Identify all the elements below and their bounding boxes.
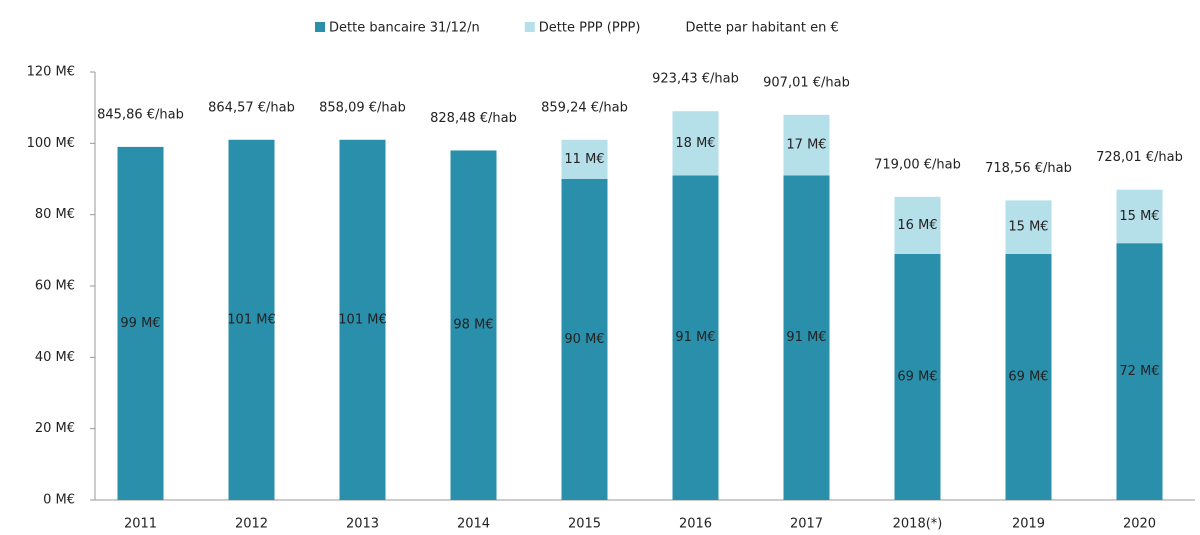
value-label: 69 M€ — [897, 369, 937, 384]
y-tick-label: 120 M€ — [27, 65, 75, 80]
legend-label: Dette PPP (PPP) — [539, 21, 641, 36]
bar-segment — [561, 139, 608, 179]
value-label: 98 M€ — [453, 318, 493, 333]
per-capita-label: 828,48 €/hab — [430, 111, 517, 126]
x-tick-label: 2018(*) — [893, 517, 943, 532]
bar-segment — [783, 114, 830, 176]
value-label: 90 M€ — [564, 332, 604, 347]
legend-swatch — [524, 22, 535, 32]
x-tick-label: 2013 — [346, 517, 379, 532]
value-label: 72 M€ — [1119, 364, 1159, 379]
bar-segment — [450, 150, 497, 500]
bar-segment — [339, 139, 386, 500]
y-tick-label: 0 M€ — [43, 493, 75, 508]
per-capita-label: 859,24 €/hab — [541, 100, 628, 115]
bar-segment — [672, 175, 719, 500]
per-capita-label: 719,00 €/hab — [874, 157, 961, 172]
x-tick-label: 2019 — [1012, 517, 1045, 532]
x-tick-label: 2020 — [1123, 517, 1156, 532]
value-label: 15 M€ — [1119, 209, 1159, 224]
value-label: 11 M€ — [564, 152, 604, 167]
y-tick-label: 100 M€ — [27, 136, 75, 151]
x-tick-label: 2012 — [235, 517, 268, 532]
x-tick-label: 2014 — [457, 517, 490, 532]
value-label: 18 M€ — [675, 136, 715, 151]
x-tick-label: 2016 — [679, 517, 712, 532]
x-tick-label: 2015 — [568, 517, 601, 532]
value-label: 99 M€ — [120, 316, 160, 331]
bar-segment — [117, 146, 164, 500]
legend-swatch — [315, 22, 325, 32]
per-capita-label: 907,01 €/hab — [763, 75, 850, 90]
legend-label: Dette bancaire 31/12/n — [329, 21, 480, 36]
value-label: 91 M€ — [675, 330, 715, 345]
y-tick-label: 20 M€ — [35, 421, 75, 436]
per-capita-label: 728,01 €/hab — [1096, 150, 1183, 165]
bar-segment — [672, 111, 719, 176]
bar-segment — [561, 179, 608, 500]
value-label: 101 M€ — [338, 312, 386, 327]
value-label: 91 M€ — [786, 330, 826, 345]
bar-segment — [1005, 253, 1052, 500]
value-label: 16 M€ — [897, 218, 937, 233]
per-capita-label: 718,56 €/hab — [985, 161, 1072, 176]
per-capita-label: 864,57 €/hab — [208, 100, 295, 115]
value-label: 15 M€ — [1008, 220, 1048, 235]
per-capita-label: 923,43 €/hab — [652, 72, 739, 87]
value-label: 69 M€ — [1008, 369, 1048, 384]
x-tick-label: 2017 — [790, 517, 823, 532]
y-tick-label: 80 M€ — [35, 207, 75, 222]
value-label: 17 M€ — [786, 138, 826, 153]
bar-segment — [1005, 200, 1052, 254]
per-capita-label: 858,09 €/hab — [319, 100, 406, 115]
bar-segment — [783, 175, 830, 500]
x-tick-label: 2011 — [124, 517, 157, 532]
y-tick-label: 40 M€ — [35, 350, 75, 365]
y-tick-label: 60 M€ — [35, 279, 75, 294]
bar-segment — [228, 139, 275, 500]
bar-segment — [1116, 189, 1163, 244]
bar-segment — [894, 253, 941, 500]
value-label: 101 M€ — [227, 312, 275, 327]
per-capita-label: 845,86 €/hab — [97, 107, 184, 122]
bar-segment — [894, 196, 941, 254]
bar-segment — [1116, 243, 1163, 500]
legend-label: Dette par habitant en € — [685, 21, 838, 36]
